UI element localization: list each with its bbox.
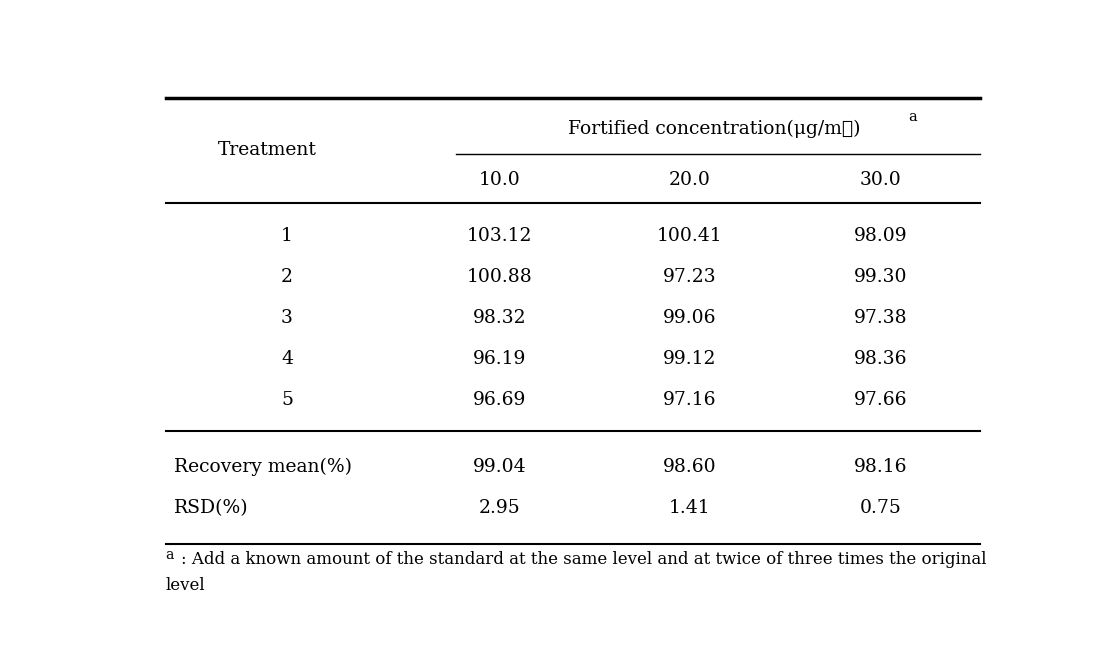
Text: 20.0: 20.0 xyxy=(669,171,711,189)
Text: 98.32: 98.32 xyxy=(473,310,527,328)
Text: 30.0: 30.0 xyxy=(860,171,901,189)
Text: 3: 3 xyxy=(281,310,293,328)
Text: 97.16: 97.16 xyxy=(663,392,717,410)
Text: a: a xyxy=(909,111,918,125)
Text: 0.75: 0.75 xyxy=(860,499,901,517)
Text: 100.41: 100.41 xyxy=(657,227,722,245)
Text: Recovery mean(%): Recovery mean(%) xyxy=(174,458,352,476)
Text: 97.66: 97.66 xyxy=(854,392,908,410)
Text: 98.16: 98.16 xyxy=(854,458,908,476)
Text: a: a xyxy=(165,548,174,562)
Text: 1.41: 1.41 xyxy=(670,499,711,517)
Text: 97.23: 97.23 xyxy=(663,268,717,286)
Text: 10.0: 10.0 xyxy=(479,171,520,189)
Text: 99.06: 99.06 xyxy=(663,310,717,328)
Text: 1: 1 xyxy=(281,227,293,245)
Text: 2.95: 2.95 xyxy=(479,499,520,517)
Text: 98.60: 98.60 xyxy=(663,458,717,476)
Text: 103.12: 103.12 xyxy=(466,227,532,245)
Text: 100.88: 100.88 xyxy=(466,268,532,286)
Text: RSD(%): RSD(%) xyxy=(174,499,249,517)
Text: 98.09: 98.09 xyxy=(854,227,908,245)
Text: Fortified concentration(μg/mℓ): Fortified concentration(μg/mℓ) xyxy=(568,119,860,138)
Text: 5: 5 xyxy=(281,392,293,410)
Text: Treatment: Treatment xyxy=(218,141,316,159)
Text: 96.69: 96.69 xyxy=(473,392,525,410)
Text: 2: 2 xyxy=(281,268,293,286)
Text: 98.36: 98.36 xyxy=(854,350,908,368)
Text: 96.19: 96.19 xyxy=(473,350,525,368)
Text: 99.12: 99.12 xyxy=(663,350,717,368)
Text: 99.04: 99.04 xyxy=(473,458,527,476)
Text: 97.38: 97.38 xyxy=(854,310,908,328)
Text: 99.30: 99.30 xyxy=(854,268,908,286)
Text: 4: 4 xyxy=(281,350,293,368)
Text: : Add a known amount of the standard at the same level and at twice of three tim: : Add a known amount of the standard at … xyxy=(181,551,987,568)
Text: level: level xyxy=(165,577,206,593)
